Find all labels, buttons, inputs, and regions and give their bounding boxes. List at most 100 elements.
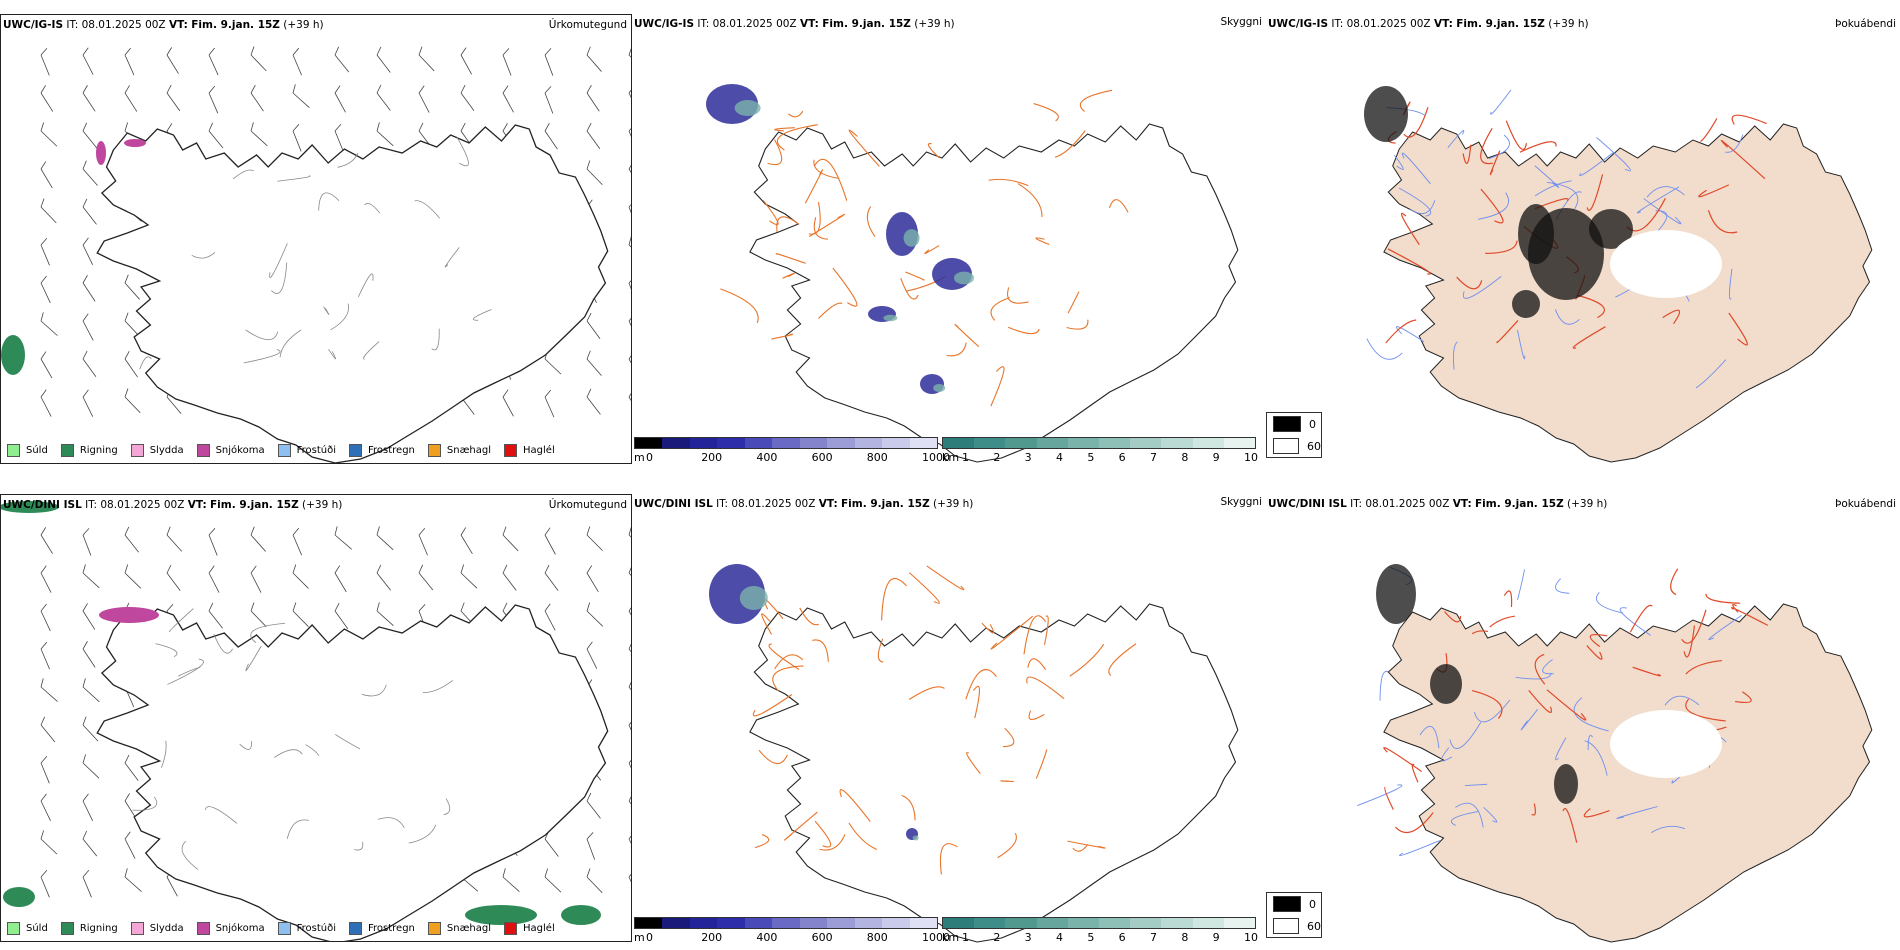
panel-title: UWC/IG-IS IT: 08.01.2025 00Z VT: Fim. 9.…	[3, 19, 324, 31]
road	[1735, 691, 1752, 704]
wind-barb	[82, 160, 98, 186]
colorbar-tick: 1000	[922, 931, 950, 944]
wind-barb	[628, 869, 631, 898]
wind-barb	[208, 85, 219, 114]
land	[1383, 123, 1873, 463]
river	[1449, 722, 1482, 749]
road	[813, 217, 828, 240]
cloud-legend-label: 60	[1307, 439, 1321, 453]
colorbar-cell	[662, 438, 690, 448]
wind-barb	[544, 122, 558, 150]
wind-barb	[208, 528, 218, 556]
legend-swatch	[60, 444, 74, 457]
road	[908, 686, 945, 700]
river	[1515, 672, 1552, 680]
road	[1572, 326, 1606, 349]
colorbar-tick: 3	[1024, 931, 1032, 944]
road	[456, 136, 469, 167]
fog-area	[954, 271, 974, 285]
road	[1589, 633, 1608, 648]
road	[1700, 118, 1718, 143]
legend-swatch	[60, 922, 74, 935]
wind-barb	[376, 564, 391, 591]
colorbar-cell	[909, 438, 937, 448]
legend-item: Snæhagl	[427, 922, 491, 935]
road	[965, 669, 997, 700]
coastline	[749, 603, 1239, 943]
wind-barb	[40, 869, 50, 898]
wind-barb	[40, 85, 54, 112]
wind-barb	[292, 527, 303, 556]
legend-label: Súld	[26, 445, 48, 456]
river	[1473, 699, 1511, 723]
cloud-panel-2: UWC/DINI ISL IT: 08.01.2025 00Z VT: Fim.…	[1266, 494, 1900, 944]
colorbar-tick: 10	[1244, 931, 1258, 944]
road	[377, 817, 405, 829]
road	[328, 348, 336, 360]
colorbar-cell	[1223, 438, 1256, 448]
road	[354, 841, 364, 851]
wind-barb	[82, 678, 100, 703]
cloud-legend-label: 0	[1309, 417, 1316, 431]
colorbar-cell	[1192, 918, 1224, 928]
wind-barb	[628, 755, 631, 784]
wind-barb	[250, 46, 267, 72]
river	[1729, 268, 1733, 300]
visibility-map-1	[706, 84, 1239, 463]
wind-barb	[40, 755, 50, 784]
river	[1398, 187, 1432, 217]
river	[1573, 697, 1609, 732]
legend-swatch	[277, 444, 291, 457]
panel-title: UWC/DINI ISL IT: 08.01.2025 00Z VT: Fim.…	[1268, 498, 1608, 510]
colorbar-tick: 800	[866, 451, 888, 464]
road	[1562, 808, 1578, 843]
road	[1528, 690, 1552, 713]
river	[1708, 615, 1742, 641]
colorbar-tick: 600	[811, 451, 833, 464]
wind-barb	[544, 868, 562, 893]
road	[245, 645, 262, 671]
colorbar-cell	[854, 438, 883, 448]
colorbar-cell	[909, 918, 937, 928]
wind-barb	[250, 84, 264, 112]
river	[1542, 659, 1554, 675]
legend-item: Súld	[7, 444, 48, 457]
road	[818, 302, 843, 319]
river	[1396, 326, 1425, 343]
colorbar-tick: 2	[993, 451, 1001, 464]
road	[1069, 643, 1105, 677]
road	[472, 309, 492, 321]
road	[767, 139, 783, 166]
coastline	[749, 123, 1239, 463]
wind-barb	[586, 526, 603, 551]
road	[819, 834, 846, 851]
road	[286, 819, 309, 839]
wind-barb	[502, 526, 519, 552]
river	[1555, 578, 1570, 594]
wind-barb	[460, 84, 475, 111]
legend-item: Rigning	[60, 444, 118, 457]
wind-barb	[166, 526, 183, 552]
wind-barb	[82, 85, 96, 112]
road	[908, 572, 940, 604]
road	[1108, 643, 1137, 676]
colorbar-unit: m	[634, 931, 645, 944]
colorbar-tick: 1	[962, 451, 969, 464]
precip-map-1	[1, 46, 631, 463]
wind-barb	[82, 793, 93, 821]
road	[924, 245, 940, 255]
legend-swatch	[196, 922, 210, 935]
river	[1441, 747, 1453, 762]
colorbar-tick: 200	[701, 931, 723, 944]
colorbar-tick: 3	[1024, 451, 1032, 464]
river	[1483, 806, 1498, 823]
road	[357, 273, 374, 298]
colorbar-tick: 9	[1212, 931, 1220, 944]
river	[1401, 152, 1431, 185]
legend-item: Slydda	[130, 444, 184, 457]
fog-indicator-area	[1518, 204, 1554, 264]
road	[1629, 604, 1653, 633]
colorbar-cell	[854, 918, 883, 928]
wind-barb	[334, 602, 349, 630]
road	[422, 680, 453, 693]
